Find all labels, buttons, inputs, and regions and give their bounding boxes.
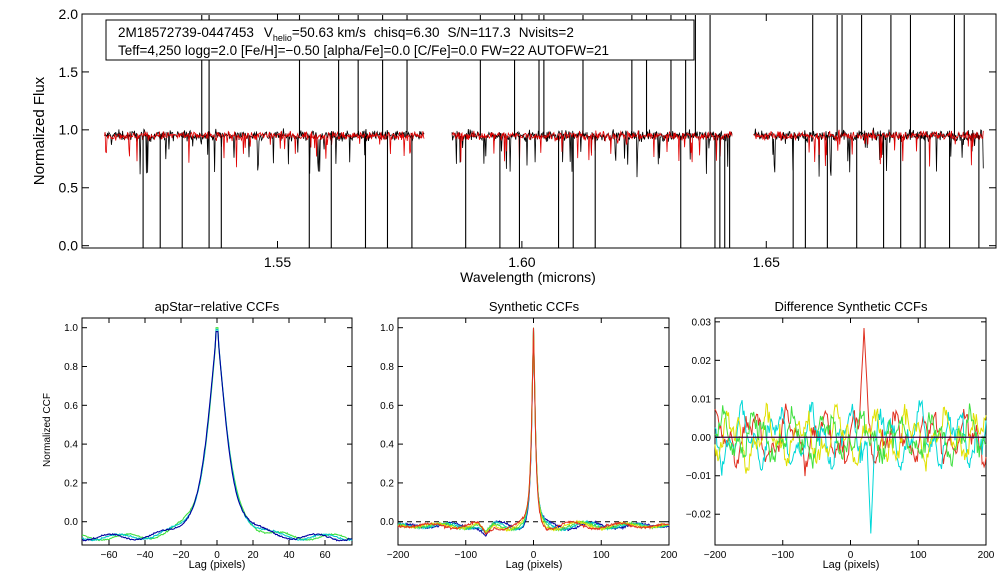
apstar-ccf-ylabel: Normalized CCF — [42, 393, 53, 467]
y-tick-label: 0.02 — [692, 356, 712, 367]
x-tick-label: 1.55 — [264, 254, 291, 270]
y-tick-label: 0.01 — [692, 394, 712, 405]
vhelio-value: =50.63 km/s — [292, 25, 366, 40]
vhelio-label: V — [264, 25, 273, 40]
difference-ccf-title: Difference Synthetic CCFs — [775, 299, 928, 314]
y-tick-label: 0.4 — [380, 440, 394, 451]
y-tick-label: 1.0 — [59, 122, 79, 138]
apstar-ccf-panel: apStar−relative CCFs −60 −40 −20 0 20 40 60 0.0… — [42, 299, 353, 571]
y-tick-label: 0.2 — [380, 478, 394, 489]
spectrum-lines — [104, 15, 984, 248]
apstar-ccf-lines — [81, 327, 353, 542]
x-tick-label: −60 — [101, 550, 118, 561]
x-tick-label: 40 — [283, 550, 295, 561]
diff-series-line — [714, 399, 987, 534]
difference-ccf-axes: −200 −100 0 100 200 −0.02 −0.01 0.00 0.01 0.02 0.0… — [686, 317, 995, 561]
y-tick-label: 0.0 — [59, 238, 79, 254]
y-tick-label: −0.02 — [686, 510, 712, 521]
x-tick-label: −40 — [137, 550, 154, 561]
x-tick-label: −200 — [704, 550, 727, 561]
y-tick-label: 0.0 — [380, 517, 394, 528]
x-tick-label: −20 — [173, 550, 190, 561]
x-tick-label: −100 — [454, 550, 477, 561]
y-tick-label: 0.6 — [64, 401, 78, 412]
ccf-series-line — [81, 329, 353, 542]
y-tick-label: 0.6 — [380, 401, 394, 412]
spectrum-axes: 1.55 1.60 1.65 0.0 0.5 1.0 1.5 2.0 — [59, 6, 996, 270]
synthetic-ccf-title: Synthetic CCFs — [489, 299, 580, 314]
x-tick-label: 1.60 — [508, 254, 535, 270]
apstar-ccf-xlabel: Lag (pixels) — [189, 559, 246, 571]
info-box-frame — [105, 19, 695, 61]
difference-ccf-xlabel: Lag (pixels) — [823, 559, 880, 571]
apstar-ccf-axes: −60 −40 −20 0 20 40 60 0.0 0.2 0.4 0.6 0.8 1.0 — [64, 318, 352, 561]
y-tick-label: 0.8 — [64, 362, 78, 373]
ccf-series-line — [397, 327, 670, 535]
spectrum-xlabel: Wavelength (microns) — [460, 269, 596, 285]
x-tick-label: 100 — [593, 550, 610, 561]
ccf-series-line — [397, 327, 670, 534]
model-spectrum-line — [104, 129, 984, 168]
spectrum-frame — [81, 13, 997, 249]
y-tick-label: 1.0 — [380, 323, 394, 334]
y-tick-label: −0.01 — [686, 471, 712, 482]
difference-ccf-lines — [714, 327, 987, 534]
y-tick-label: 1.0 — [64, 323, 78, 334]
info-box: 2M18572739-0447453 Vhelio=50.63 km/s chisq… — [105, 19, 695, 61]
y-tick-label: 0.0 — [64, 517, 78, 528]
y-tick-label: 0.4 — [64, 440, 78, 451]
y-tick-label: 0.00 — [692, 433, 712, 444]
y-tick-label: 2.0 — [59, 6, 79, 22]
x-tick-label: 0 — [214, 550, 220, 561]
snr: S/N=117.3 — [448, 25, 511, 40]
info-line-2: Teff=4,250 logg=2.0 [Fe/H]=−0.50 [alpha/… — [118, 43, 609, 58]
star-id: 2M18572739-0447453 — [118, 25, 254, 40]
x-tick-label: 100 — [910, 550, 927, 561]
nvisits: Nvisits=2 — [519, 25, 574, 40]
x-tick-label: 200 — [661, 550, 678, 561]
x-tick-label: 1.65 — [753, 254, 780, 270]
ccf-series-line — [81, 327, 353, 542]
y-tick-label: 0.03 — [692, 317, 712, 328]
x-tick-label: 60 — [319, 550, 331, 561]
x-tick-label: 200 — [978, 550, 995, 561]
x-tick-label: −100 — [771, 550, 794, 561]
apstar-ccf-title: apStar−relative CCFs — [155, 299, 280, 314]
synthetic-ccf-axes: −200 −100 0 100 200 0.0 0.2 0.4 0.6 0.8 1.0 — [380, 318, 678, 561]
diff-series-line — [714, 403, 987, 469]
y-tick-label: 0.2 — [64, 478, 78, 489]
ccf-series-line — [397, 327, 670, 537]
x-tick-label: −200 — [387, 550, 410, 561]
ccf-series-line — [397, 327, 670, 533]
difference-ccf-panel: Difference Synthetic CCFs −200 −100 0 100 20… — [686, 299, 995, 571]
info-line-1: 2M18572739-0447453 Vhelio=50.63 km/s chisq… — [118, 25, 574, 43]
ccf-series-line — [397, 327, 670, 536]
diff-series-line — [714, 327, 987, 477]
vhelio-sub: helio — [273, 33, 292, 43]
x-tick-label: 20 — [247, 550, 259, 561]
spectrum-ylabel: Normalized Flux — [31, 76, 48, 185]
synthetic-ccf-panel: Synthetic CCFs −200 −100 0 100 200 0.0 0.2 0.4 0… — [380, 299, 678, 571]
y-tick-label: 0.5 — [59, 180, 79, 196]
chisq: chisq=6.30 — [374, 25, 440, 40]
x-tick-label: 0 — [848, 550, 854, 561]
spectrum-panel: 1.55 1.60 1.65 0.0 0.5 1.0 1.5 2.0 Wavelength (… — [31, 6, 997, 285]
y-tick-label: 0.8 — [380, 362, 394, 373]
synthetic-ccf-xlabel: Lag (pixels) — [506, 559, 563, 571]
apstar-ccf-frame — [81, 317, 353, 546]
y-tick-label: 1.5 — [59, 64, 79, 80]
x-tick-label: 0 — [531, 550, 537, 561]
ccf-series-line — [81, 331, 353, 542]
synthetic-ccf-lines — [397, 327, 670, 537]
